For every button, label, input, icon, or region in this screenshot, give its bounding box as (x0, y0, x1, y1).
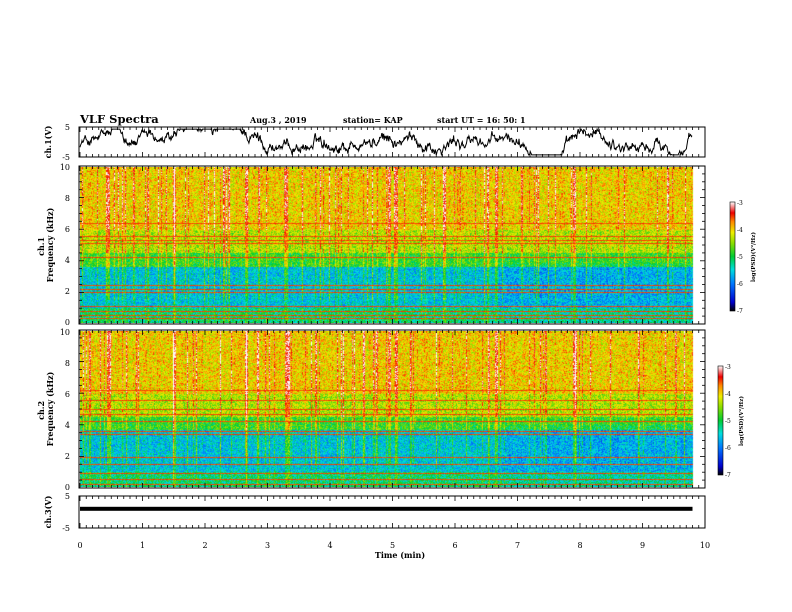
ch1-spectrogram-ylabel-line1: ch.1 (36, 237, 46, 256)
ch1-waveform-panel: 5 -5 ch.1(V) (43, 123, 706, 162)
ch2-spectrogram-panel: 0 2 4 6 8 10 ch.2 Frequency (kHz) (36, 328, 706, 492)
date-label: Aug.3 , 2019 (249, 115, 307, 125)
ch1-colorbar-tick-m6: -6 (737, 281, 743, 288)
ch1-colorbar-tick-m5: -5 (737, 254, 743, 261)
ch2-spectrogram-ylabel: ch.2 Frequency (kHz) (36, 371, 55, 446)
ch2-colorbar-label: log(PSD)(V²/Hz) (738, 396, 745, 446)
ch1-colorbar-label: log(PSD)(V²/Hz) (750, 232, 757, 282)
ch2-freq-tick-0: 0 (65, 483, 70, 492)
ch2-freq-tick-2: 2 (65, 452, 70, 461)
ch2-spectrogram-image (80, 331, 705, 487)
ch1-spectrogram-image (80, 167, 705, 323)
ch1-spectrogram-ylabel-line2: Frequency (kHz) (45, 207, 55, 282)
ch1-colorbar-gradient (729, 201, 736, 312)
ch1-freq-tick-0: 0 (65, 318, 70, 327)
station-label: station= KAP (343, 115, 403, 125)
time-tick-label: 10 (700, 541, 710, 550)
ch1-colorbar-tick-m7: -7 (737, 308, 743, 315)
ch2-colorbar-tick-m5: -5 (725, 418, 731, 425)
ch2-colorbar-tick-m4: -4 (725, 391, 731, 398)
ch2-freq-tick-6: 6 (65, 390, 70, 399)
time-tick-label: 5 (390, 541, 395, 550)
time-tick-label: 2 (202, 541, 207, 550)
ch1-waveform-trace (79, 127, 693, 157)
ch1-ytick-top: 5 (65, 123, 70, 132)
ch1-colorbar-tick-m4: -4 (737, 227, 743, 234)
axis-tick-marks (79, 127, 706, 528)
time-tick-label: 3 (265, 541, 270, 550)
ch3-waveform-frame (78, 495, 706, 529)
time-tick-label: 6 (452, 541, 457, 550)
time-tick-label: 0 (77, 541, 82, 550)
time-tick-label: 1 (140, 541, 145, 550)
ch2-colorbar-tick-m7: -7 (725, 472, 731, 479)
ch3-ytick-bottom: -5 (62, 524, 70, 533)
ch2-spectrogram-ylabel-line2: Frequency (kHz) (45, 371, 55, 446)
ch2-colorbar-gradient (717, 365, 724, 476)
ch1-freq-tick-2: 2 (65, 287, 70, 296)
ch3-waveform-panel: 5 -5 ch.3(V) 0 1 2 3 4 5 6 7 8 9 10 Time (min) (43, 492, 710, 560)
ch3-ylabel: ch.3(V) (43, 495, 53, 528)
time-tick-label: 4 (327, 541, 332, 550)
ch3-waveform-trace (80, 506, 693, 511)
ch1-spectrogram-ylabel: ch.1 Frequency (kHz) (36, 207, 55, 282)
start-time-label: start UT = 16: 50: 1 (437, 115, 526, 125)
ch2-colorbar-tick-m3: -3 (725, 364, 731, 371)
time-tick-label: 8 (577, 541, 582, 550)
ch1-colorbar: -3 -4 -5 -6 -7 log(PSD)(V²/Hz) (729, 200, 757, 315)
ch2-spectrogram-ylabel-line1: ch.2 (36, 401, 46, 420)
time-tick-label: 9 (640, 541, 645, 550)
time-axis-label: Time (min) (375, 550, 425, 560)
ch1-freq-tick-6: 6 (65, 225, 70, 234)
ch2-freq-tick-4: 4 (65, 421, 70, 430)
ch1-ylabel: ch.1(V) (43, 125, 53, 158)
ch2-colorbar: -3 -4 -5 -6 -7 log(PSD)(V²/Hz) (717, 364, 745, 479)
time-tick-label: 7 (515, 541, 520, 550)
ch1-freq-tick-10: 10 (60, 163, 70, 172)
ch1-spectrogram-panel: 0 2 4 6 8 10 ch.1 Frequency (kHz) (36, 163, 706, 327)
ch1-freq-tick-4: 4 (65, 256, 70, 265)
ch3-ytick-top: 5 (65, 492, 70, 501)
ch2-colorbar-tick-m6: -6 (725, 445, 731, 452)
ch1-freq-tick-8: 8 (65, 194, 70, 203)
ch2-freq-tick-10: 10 (60, 328, 70, 337)
ch1-colorbar-tick-m3: -3 (737, 200, 743, 207)
figure-title: VLF Spectra (79, 112, 159, 126)
ch2-freq-tick-8: 8 (65, 359, 70, 368)
ch1-ytick-bottom: -5 (62, 153, 70, 162)
time-axis-tick-labels: 0 1 2 3 4 5 6 7 8 9 10 (77, 541, 710, 550)
